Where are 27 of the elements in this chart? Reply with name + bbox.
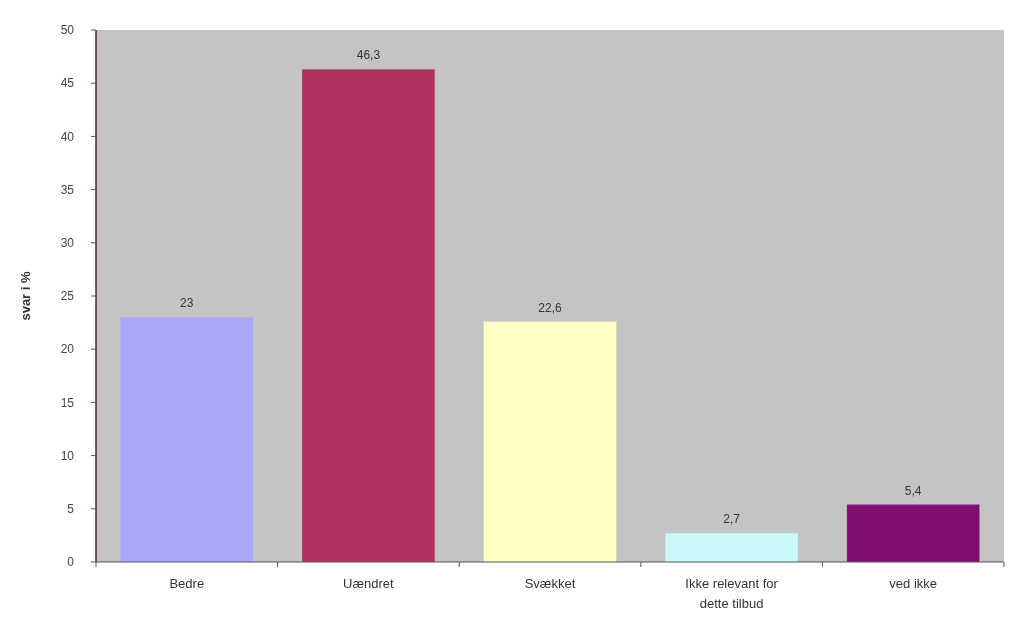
- bar: [483, 321, 617, 562]
- data-label: 22,6: [538, 300, 562, 315]
- bar: [846, 504, 980, 562]
- data-label: 23: [180, 296, 194, 311]
- y-tick-label: 5: [67, 502, 75, 516]
- y-tick-label: 50: [60, 23, 75, 38]
- y-tick-label: 30: [60, 236, 75, 250]
- y-tick-label: 25: [60, 289, 75, 304]
- bar: [665, 533, 798, 562]
- x-tick-label: Bedre: [169, 576, 205, 591]
- x-tick-label: Ikke relevant for dette tilbud: [685, 576, 779, 611]
- y-tick-label: 40: [60, 129, 75, 144]
- y-tick-label: 45: [60, 76, 75, 91]
- x-tick-label: Uændret: [343, 576, 395, 591]
- bar: [302, 69, 435, 562]
- data-label: 5,4: [904, 483, 922, 498]
- y-tick-label: 20: [60, 342, 75, 357]
- y-tick-label: 0: [67, 555, 75, 570]
- y-tick-label: 15: [60, 395, 75, 410]
- y-axis-title: svar i %: [18, 270, 33, 321]
- y-tick-label: 10: [60, 448, 75, 463]
- x-tick-label: Svækket: [524, 576, 576, 591]
- data-label: 46,3: [356, 48, 381, 63]
- data-label: 2,7: [723, 512, 741, 527]
- y-tick-label: 35: [60, 182, 75, 197]
- bar: [120, 317, 254, 562]
- x-tick-label: ved ikke: [889, 576, 938, 591]
